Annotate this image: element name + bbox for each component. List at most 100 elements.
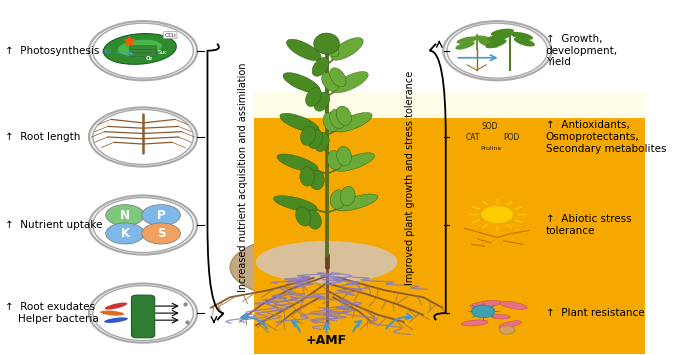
Text: ↑  Abiotic stress
tolerance: ↑ Abiotic stress tolerance [545, 214, 631, 236]
Ellipse shape [308, 129, 323, 148]
Ellipse shape [283, 73, 320, 93]
Ellipse shape [514, 37, 535, 47]
Ellipse shape [277, 154, 319, 172]
Circle shape [481, 205, 514, 224]
Circle shape [89, 196, 197, 255]
Circle shape [443, 284, 551, 343]
Text: Suc: Suc [158, 50, 167, 55]
Ellipse shape [286, 39, 321, 61]
Circle shape [456, 128, 490, 147]
Ellipse shape [490, 29, 514, 36]
FancyBboxPatch shape [129, 53, 157, 56]
FancyBboxPatch shape [254, 118, 685, 355]
Text: Increased nutrient acquisition and assimilation: Increased nutrient acquisition and assim… [238, 63, 248, 292]
Text: Proline: Proline [480, 146, 501, 151]
Circle shape [105, 204, 145, 226]
Ellipse shape [479, 39, 498, 48]
Ellipse shape [321, 38, 339, 57]
Circle shape [89, 21, 197, 80]
Ellipse shape [499, 321, 521, 328]
Ellipse shape [230, 232, 423, 302]
Circle shape [93, 286, 193, 340]
FancyBboxPatch shape [129, 49, 157, 53]
Circle shape [447, 23, 547, 78]
Text: ↑  Antioxidants,
Osmoprotectants,
Secondary metabolites: ↑ Antioxidants, Osmoprotectants, Seconda… [545, 120, 666, 154]
Circle shape [499, 326, 514, 334]
Ellipse shape [300, 167, 314, 186]
Ellipse shape [457, 37, 477, 44]
Ellipse shape [104, 317, 128, 323]
Circle shape [443, 108, 551, 166]
Circle shape [443, 21, 551, 80]
Ellipse shape [105, 302, 127, 310]
Ellipse shape [329, 109, 345, 129]
Circle shape [105, 223, 145, 244]
Circle shape [443, 196, 551, 255]
Text: ↑  Plant resistance: ↑ Plant resistance [545, 308, 644, 318]
Ellipse shape [310, 170, 324, 190]
Circle shape [470, 116, 509, 137]
Ellipse shape [499, 301, 527, 310]
Ellipse shape [301, 126, 316, 146]
Ellipse shape [306, 210, 321, 229]
Ellipse shape [330, 190, 345, 209]
Ellipse shape [306, 87, 321, 106]
Circle shape [93, 110, 193, 164]
Text: O₂: O₂ [146, 55, 153, 60]
Ellipse shape [470, 300, 501, 308]
Text: SOD: SOD [482, 122, 498, 131]
Circle shape [469, 137, 513, 160]
Ellipse shape [314, 132, 329, 152]
Ellipse shape [296, 207, 311, 226]
Circle shape [89, 284, 197, 343]
Circle shape [447, 286, 547, 340]
Ellipse shape [323, 113, 338, 132]
FancyBboxPatch shape [132, 295, 155, 338]
Ellipse shape [336, 194, 378, 211]
Ellipse shape [334, 113, 372, 132]
Ellipse shape [100, 311, 124, 316]
Circle shape [93, 198, 193, 252]
Text: POD: POD [503, 133, 520, 142]
Ellipse shape [134, 320, 152, 338]
Circle shape [89, 108, 197, 166]
Ellipse shape [510, 32, 533, 40]
Ellipse shape [332, 72, 369, 93]
Ellipse shape [334, 153, 375, 171]
Text: CAT: CAT [466, 133, 480, 142]
Text: ↑  Growth,
development,
Yield: ↑ Growth, development, Yield [545, 34, 618, 67]
Ellipse shape [312, 58, 329, 76]
Ellipse shape [337, 147, 351, 166]
Text: N: N [120, 209, 130, 222]
Ellipse shape [456, 41, 475, 50]
Ellipse shape [491, 314, 510, 319]
Circle shape [447, 198, 547, 252]
Circle shape [93, 23, 193, 78]
Ellipse shape [336, 106, 351, 125]
Circle shape [142, 204, 180, 226]
Text: H₂O: H₂O [101, 49, 112, 54]
Ellipse shape [256, 241, 397, 283]
Circle shape [142, 223, 180, 244]
Text: S: S [157, 227, 165, 240]
FancyBboxPatch shape [254, 92, 685, 333]
Ellipse shape [486, 39, 506, 48]
Text: ↑  Photosynthesis: ↑ Photosynthesis [5, 46, 99, 56]
Circle shape [495, 128, 528, 147]
Ellipse shape [474, 36, 495, 43]
Ellipse shape [327, 151, 342, 170]
Text: CO₂: CO₂ [164, 33, 176, 38]
Circle shape [471, 305, 495, 318]
Ellipse shape [331, 38, 363, 60]
FancyBboxPatch shape [129, 46, 157, 49]
Ellipse shape [314, 33, 340, 54]
Text: ↑  Root exudates
    Helper bacteria: ↑ Root exudates Helper bacteria [5, 302, 99, 324]
Ellipse shape [314, 92, 329, 111]
Ellipse shape [280, 113, 319, 132]
Text: P: P [157, 209, 165, 222]
Ellipse shape [329, 68, 346, 87]
Text: Improved plant growth and stress tolerance: Improved plant growth and stress toleran… [406, 70, 415, 285]
Text: K: K [121, 227, 129, 240]
Text: ↑  Nutrient uptake: ↑ Nutrient uptake [5, 220, 102, 230]
Ellipse shape [103, 34, 176, 64]
